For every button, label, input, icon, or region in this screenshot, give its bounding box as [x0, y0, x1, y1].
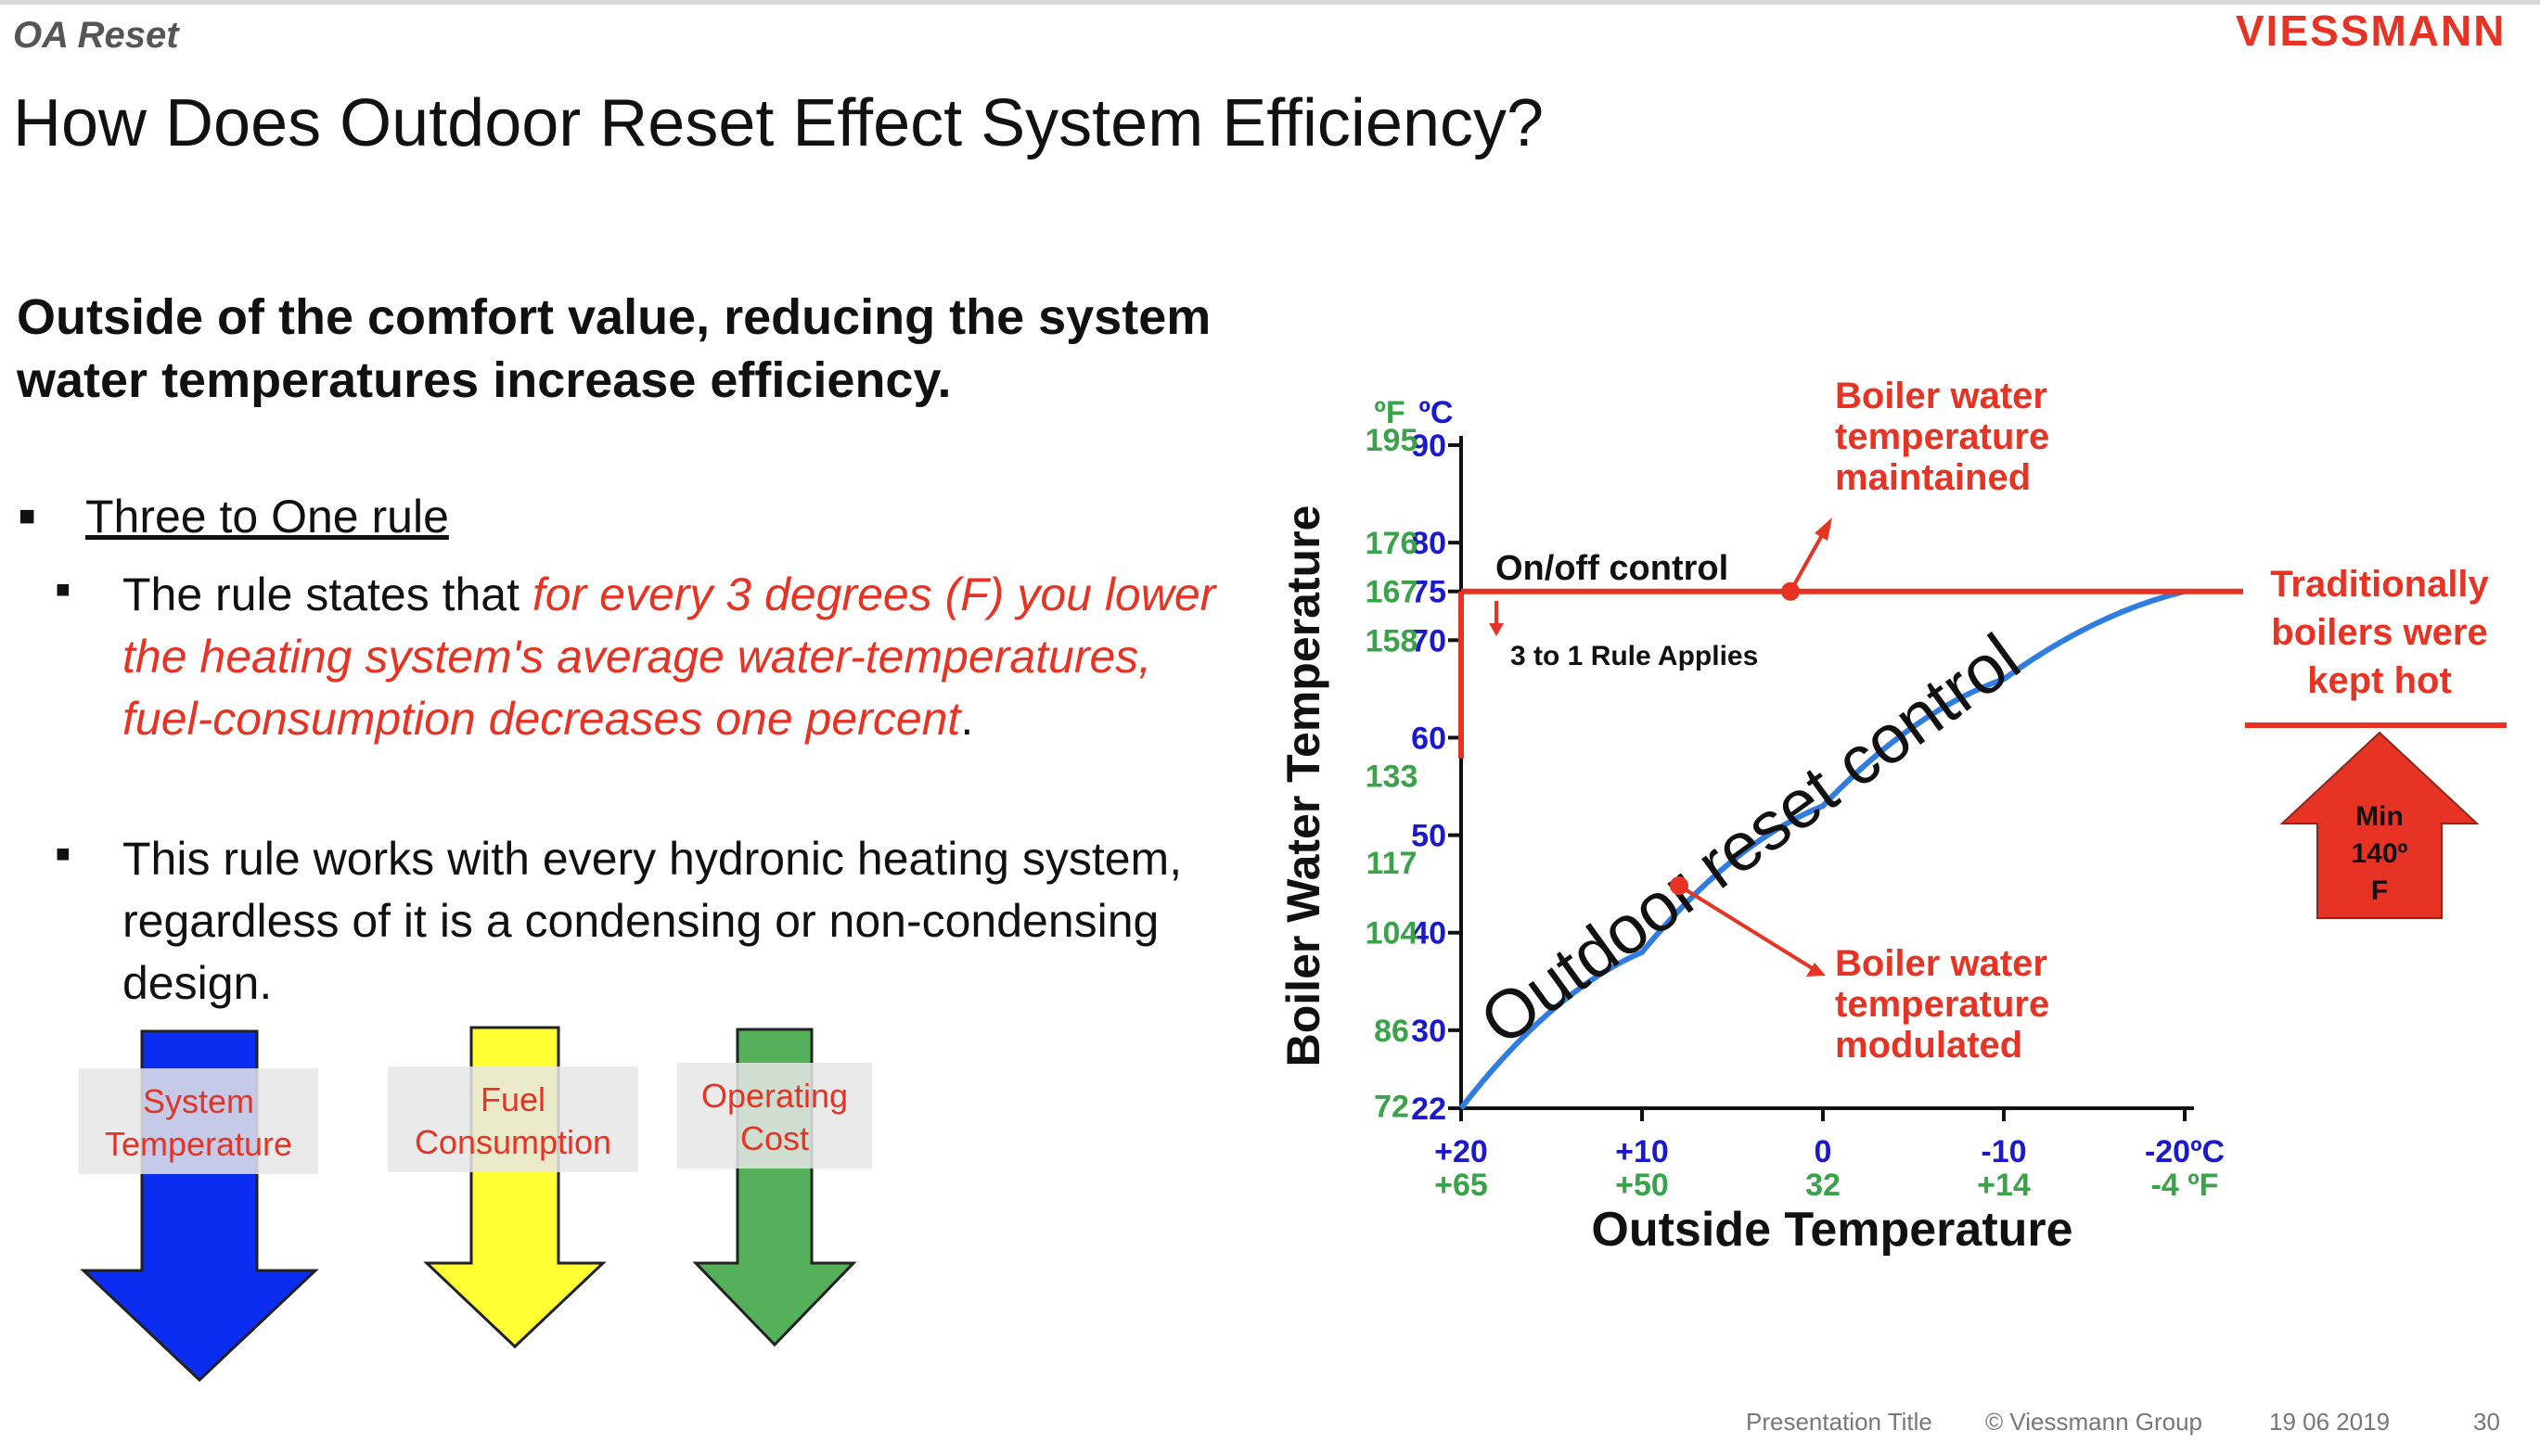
- x-tick-fahrenheit: -4 ºF: [2151, 1168, 2219, 1203]
- outdoor-reset-curve: [1458, 588, 2186, 1110]
- rule-arrow-head-icon: [1489, 623, 1504, 636]
- traditional-label: kept hot: [2307, 660, 2452, 701]
- footer-date: 19 06 2019: [2269, 1408, 2391, 1436]
- brand-logo: VIESSMANN: [2236, 6, 2507, 55]
- rule-applies-label: 3 to 1 Rule Applies: [1510, 641, 1758, 671]
- y-tick-fahrenheit: 158: [1366, 623, 1418, 658]
- system-temperature-arrow: System Temperature: [79, 1029, 319, 1383]
- maintained-label: maintained: [1835, 457, 2031, 498]
- slide-title: How Does Outdoor Reset Effect System Eff…: [13, 86, 1545, 160]
- bullet-three-to-one: Three to One rule: [85, 491, 449, 543]
- arrow-label: Operating: [701, 1077, 848, 1115]
- bullet-marker-icon: ■: [56, 839, 71, 867]
- traditional-label: boilers were: [2271, 612, 2487, 653]
- min-temp-up-arrow-icon: [2279, 731, 2480, 919]
- min-temp-label: F: [2371, 875, 2388, 906]
- arrow-label: Temperature: [105, 1125, 292, 1163]
- y-tick-fahrenheit: 117: [1366, 846, 1418, 881]
- y-tick-celsius: 30: [1411, 1014, 1446, 1049]
- lead-statement: Outside of the comfort value, reducing t…: [17, 289, 1212, 408]
- bullet-rule-statement: The rule states that for every 3 degrees…: [122, 564, 1217, 750]
- onoff-control-label: On/off control: [1495, 549, 1728, 588]
- footer-page-number: 30: [2473, 1408, 2500, 1436]
- y-tick-celsius: 60: [1411, 721, 1446, 756]
- arrow-label: Consumption: [415, 1123, 611, 1161]
- x-tick-celsius: -10: [1981, 1134, 2026, 1169]
- x-axis-ticks: +20+65 +10+50 032 -10+14 -20ºC-4 ºF: [1434, 1108, 2225, 1203]
- y-tick-celsius: 40: [1411, 916, 1446, 952]
- chart-axes: Boiler Water Temperature Outside Temperat…: [1277, 395, 2194, 1257]
- celsius-unit-label: ºC: [1419, 395, 1454, 430]
- y-tick-fahrenheit: 167: [1366, 575, 1418, 610]
- maintained-arrow: [1789, 528, 1828, 593]
- bullet-marker-icon: ■: [19, 501, 36, 531]
- fuel-consumption-arrow: Fuel Consumption: [388, 1026, 638, 1349]
- y-tick-celsius: 75: [1411, 575, 1446, 610]
- x-tick-fahrenheit: +14: [1977, 1168, 2031, 1203]
- top-rule: [0, 0, 2540, 5]
- chart-series: [1458, 588, 2243, 1110]
- arrow-label: Cost: [740, 1119, 809, 1157]
- modulated-label: temperature: [1835, 984, 2049, 1025]
- y-axis-title: Boiler Water Temperature: [1277, 505, 1329, 1067]
- bullet-rule-applies: This rule works with every hydronic heat…: [122, 833, 1183, 1009]
- bullet-marker-icon: ■: [56, 575, 71, 603]
- y-tick-fahrenheit: 133: [1366, 759, 1418, 794]
- maintained-label: temperature: [1835, 416, 2049, 457]
- y-tick-fahrenheit: 176: [1366, 526, 1418, 561]
- modulated-label: modulated: [1835, 1025, 2022, 1066]
- footer-copyright: © Viessmann Group: [1985, 1408, 2203, 1436]
- modulated-arrow: [1677, 884, 1815, 971]
- y-tick-celsius: 80: [1411, 526, 1446, 561]
- maintained-arrow-head-icon: [1815, 517, 1832, 541]
- modulated-arrow-head-icon: [1806, 963, 1826, 977]
- y-tick-celsius: 22: [1411, 1092, 1446, 1127]
- x-tick-fahrenheit: 32: [1805, 1168, 1841, 1203]
- y-tick-fahrenheit: 195: [1366, 423, 1418, 458]
- arrow-label: Fuel: [481, 1080, 545, 1118]
- x-tick-fahrenheit: +50: [1615, 1168, 1669, 1203]
- x-tick-fahrenheit: +65: [1434, 1168, 1488, 1203]
- rule-intro: The rule states that: [122, 568, 532, 620]
- fahrenheit-unit-label: ºF: [1374, 395, 1405, 430]
- y-tick-fahrenheit: 72: [1374, 1090, 1409, 1125]
- reduction-arrows: System Temperature Fuel Consumption Oper…: [79, 1026, 872, 1383]
- outdoor-reset-chart: Boiler Water Temperature Outside Temperat…: [1277, 376, 2507, 1257]
- min-temp-label: Min: [2355, 801, 2404, 832]
- min-temp-label: 140º: [2351, 838, 2407, 869]
- x-axis-title: Outside Temperature: [1591, 1203, 2072, 1257]
- y-tick-celsius: 90: [1411, 428, 1446, 464]
- modulated-label: Boiler water: [1835, 943, 2047, 984]
- x-tick-celsius: -20ºC: [2145, 1134, 2225, 1169]
- x-tick-celsius: +10: [1615, 1134, 1669, 1169]
- y-tick-celsius: 50: [1411, 819, 1446, 854]
- arrow-label: System: [143, 1082, 254, 1120]
- x-tick-celsius: +20: [1434, 1134, 1488, 1169]
- operating-cost-arrow: Operating Cost: [677, 1028, 872, 1347]
- rule-emphasis: for every 3 degrees (F) you lower the he…: [122, 568, 1216, 745]
- footer-presentation-title: Presentation Title: [1746, 1408, 1932, 1436]
- y-tick-fahrenheit: 104: [1366, 916, 1418, 952]
- traditional-label: Traditionally: [2270, 564, 2489, 605]
- y-tick-fahrenheit: 86: [1374, 1014, 1409, 1049]
- section-label: OA Reset: [13, 15, 179, 56]
- y-tick-celsius: 70: [1411, 623, 1446, 658]
- x-tick-celsius: 0: [1815, 1134, 1832, 1169]
- maintained-label: Boiler water: [1835, 376, 2047, 416]
- rule-end: .: [960, 693, 974, 745]
